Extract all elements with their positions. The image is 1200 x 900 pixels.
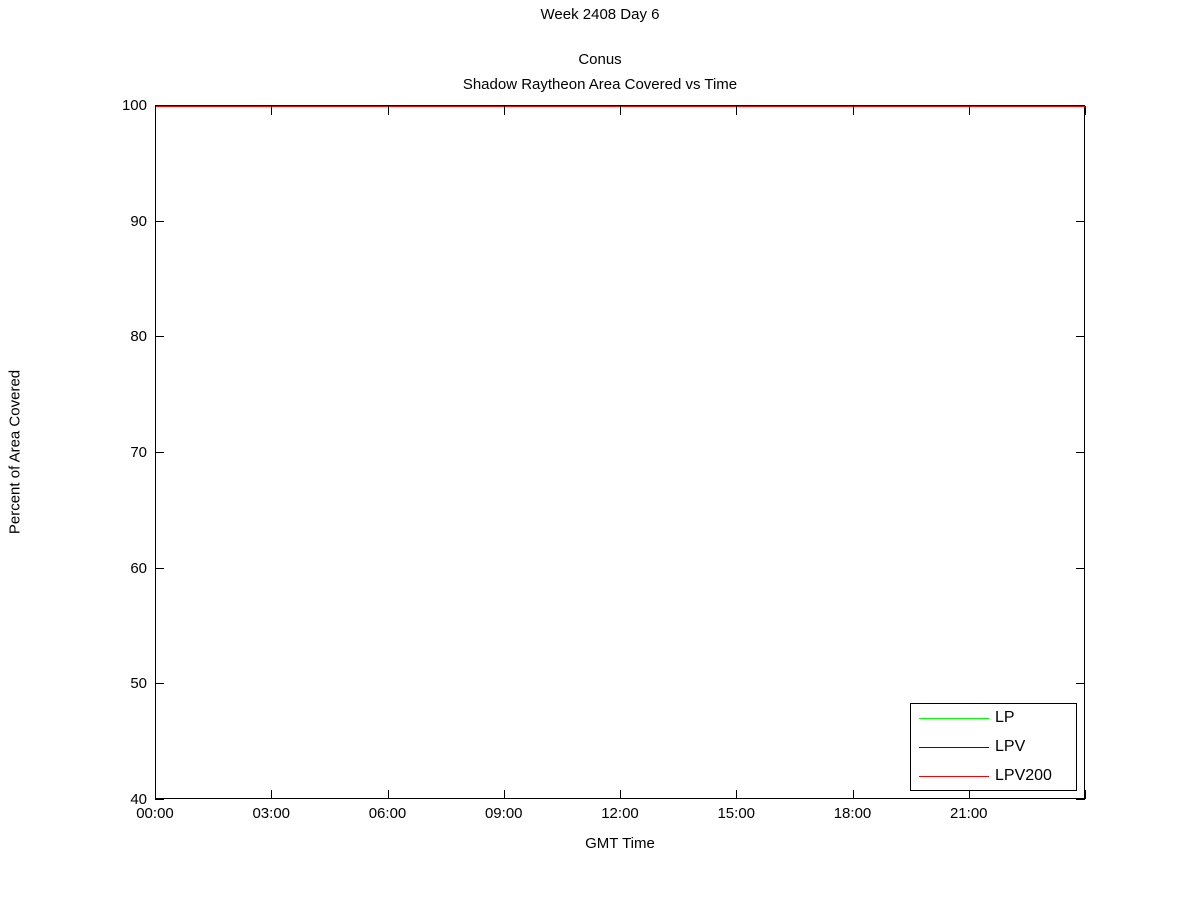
x-tick-21 [968,790,970,799]
x-tick-3 [271,790,273,799]
x-tick-top-24 [1085,106,1086,115]
legend[interactable]: LP LPV LPV200 [910,703,1077,791]
x-tick-label-0000: 00:00 [136,805,174,822]
x-tick-9 [503,790,505,799]
y-tick-100 [155,105,164,106]
x-tick-label-0900: 09:00 [484,805,523,822]
legend-item-lpv200[interactable]: LPV200 [911,762,1078,791]
figure-super-title: Week 2408 Day 6 [540,6,660,23]
y-tick-label-50: 50 [130,675,147,693]
y-tick-label-80: 80 [130,328,147,346]
x-tick-top-12 [620,106,621,115]
x-tick-top-3 [271,106,273,115]
y-tick-right-50 [1076,683,1085,685]
y-tick-right-70 [1076,452,1085,453]
y-tick-70 [155,452,164,453]
x-tick-top-9 [503,106,505,115]
legend-item-lp[interactable]: LP [911,704,1078,733]
legend-label-lpv: LPV [995,738,1026,755]
series-line-lpv200 [156,106,1086,107]
y-tick-right-40 [1076,799,1085,800]
chart-title: Conus [578,51,622,68]
y-tick-60 [155,567,164,569]
legend-label-lp: LP [995,709,1015,726]
y-tick-right-60 [1076,567,1085,569]
x-tick-top-15 [736,106,738,115]
y-axis-label-container: Percent of Area Covered [0,105,30,799]
legend-item-lpv[interactable]: LPV [911,733,1078,762]
x-tick-12 [620,790,621,799]
x-tick-top-18 [852,106,854,115]
x-tick-top-0 [155,106,156,115]
x-axis-label: GMT Time [585,835,655,852]
x-tick-label-2100: 21:00 [949,805,988,822]
legend-label-lpv200: LPV200 [995,767,1052,784]
legend-swatch-lp [919,718,989,719]
y-tick-right-100 [1076,105,1085,106]
y-tick-40 [155,799,164,800]
x-tick-24 [1085,790,1086,799]
x-tick-6 [387,790,389,799]
plot-area [155,105,1086,799]
x-tick-18 [852,790,854,799]
y-axis-label: Percent of Area Covered [6,369,24,535]
x-tick-label-1500: 15:00 [717,805,756,822]
y-tick-label-40: 40 [130,791,147,808]
x-tick-15 [736,790,738,799]
legend-swatch-lpv [919,747,989,748]
y-tick-50 [155,683,164,685]
x-tick-label-0300: 03:00 [252,805,291,822]
x-tick-top-21 [968,106,970,115]
chart-subtitle: Shadow Raytheon Area Covered vs Time [462,76,738,93]
y-tick-label-70: 70 [130,444,147,461]
x-tick-label-1200: 12:00 [601,805,639,822]
legend-swatch-lpv200 [919,776,989,777]
y-tick-label-90: 90 [130,212,147,230]
y-tick-right-90 [1076,220,1085,222]
y-tick-label-60: 60 [130,559,147,577]
y-tick-right-80 [1076,336,1085,338]
x-tick-label-0600: 06:00 [368,805,407,822]
y-tick-90 [155,220,164,222]
x-tick-0 [155,790,156,799]
x-tick-top-6 [387,106,389,115]
y-tick-80 [155,336,164,338]
y-tick-label-100: 100 [121,97,147,114]
x-tick-label-1800: 18:00 [833,805,872,822]
